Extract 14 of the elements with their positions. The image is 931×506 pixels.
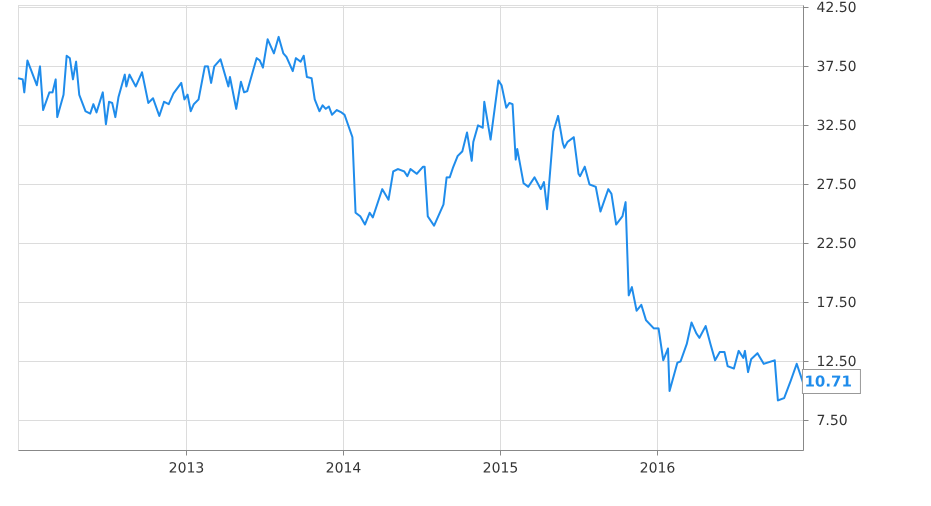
x-tick-label: 2014 (326, 460, 362, 476)
y-tick-label: 17.50 (816, 294, 857, 311)
y-tick-label: 37.50 (816, 58, 857, 75)
text: 10.71 (804, 372, 852, 391)
y-tick-label: 12.50 (816, 354, 857, 370)
y-tick-label: 32.50 (816, 118, 857, 134)
line-series (17, 36, 804, 402)
y-tick-label: 22.50 (816, 236, 857, 252)
x-tick-label: 2013 (168, 460, 204, 476)
y-tick-label: 27.50 (816, 176, 857, 193)
y-tick-label: 7.50 (816, 412, 848, 429)
x-tick-label: 2016 (640, 460, 676, 476)
x-tick-label: 2015 (482, 460, 518, 476)
y-tick-label: 42.50 (816, 0, 857, 16)
